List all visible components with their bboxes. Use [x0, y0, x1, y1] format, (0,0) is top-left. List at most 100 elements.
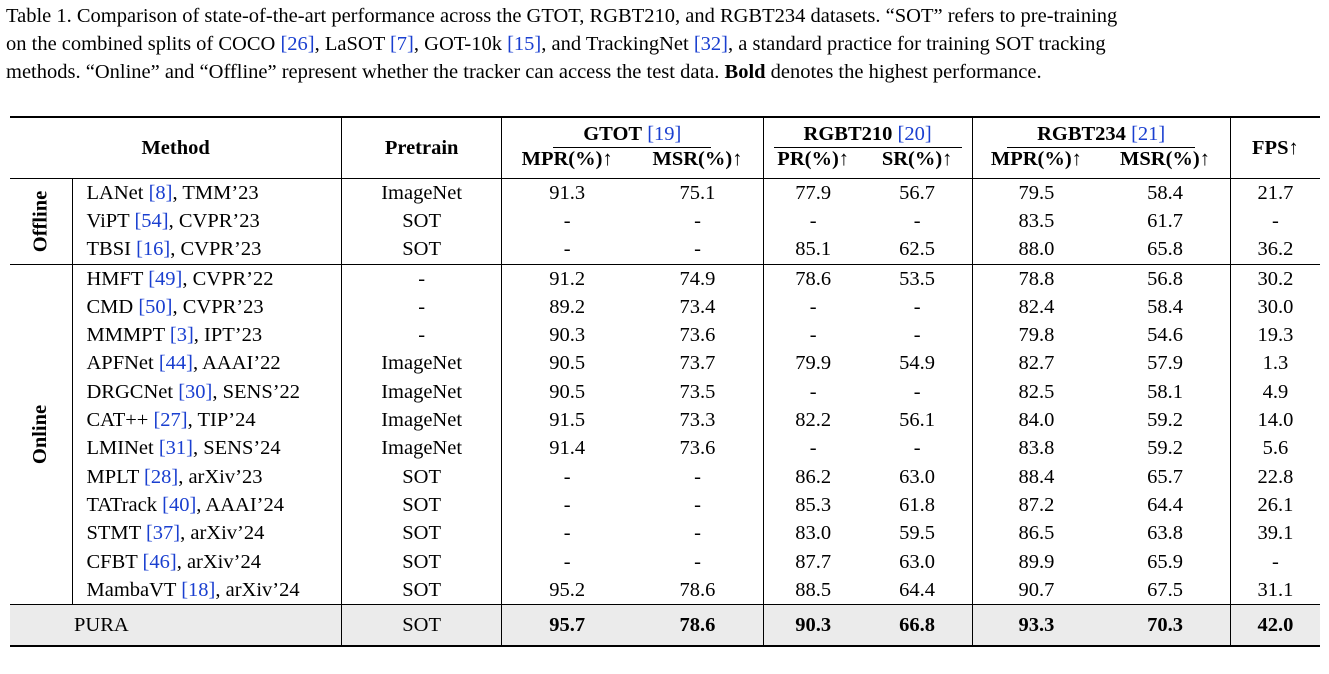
value-cell: 82.5: [1018, 380, 1055, 403]
value-cell: 14.0: [1257, 409, 1294, 432]
method-cell: ViPT [54], CVPR’23: [72, 207, 343, 236]
method-name: MPLT: [86, 465, 145, 488]
method-venue: , TMM’23: [172, 181, 259, 204]
value-cell: -: [632, 547, 764, 577]
value-cell: 58.4: [1100, 178, 1231, 208]
table-row: STMT [37], arXiv’24 SOT - -83.0 59.5 86.5 63.8…: [10, 519, 1320, 548]
header-rgbt210: RGBT210 [20]: [763, 116, 973, 148]
value-cell: 78.6: [632, 576, 764, 605]
value-cell: -: [563, 493, 571, 516]
caption-text: Table 1. Comparison of state-of-the-art …: [6, 5, 1118, 27]
caption-text: , and TrackingNet: [541, 33, 694, 55]
value-cell: 56.1: [862, 406, 973, 435]
best-value-cell: 93.3: [972, 604, 1101, 648]
citation-link[interactable]: [32]: [693, 33, 729, 55]
citation-link[interactable]: [3]: [169, 324, 194, 347]
citation-link[interactable]: [18]: [181, 578, 216, 601]
citation-link[interactable]: [40]: [162, 493, 197, 516]
pretrain-cell: SOT: [341, 576, 502, 605]
citation-link[interactable]: [20]: [897, 123, 932, 145]
citation-link[interactable]: [27]: [153, 409, 188, 432]
citation-link[interactable]: [16]: [136, 238, 171, 261]
value-cell: 73.4: [632, 293, 764, 322]
method-cell: MMMPT [3], IPT’23: [72, 321, 343, 350]
offline-label: Offline: [29, 190, 52, 253]
method-venue: , AAAI’24: [196, 493, 284, 516]
method-venue: , CVPR’23: [172, 295, 264, 318]
citation-link[interactable]: [15]: [507, 33, 542, 55]
method-name: CAT++: [86, 409, 154, 432]
value-cell: 82.7: [1018, 352, 1055, 375]
value-cell: 78.8: [972, 263, 1101, 294]
value-cell: -: [862, 207, 973, 236]
method-name: LMINet: [86, 437, 159, 460]
method-venue: , SENS’24: [192, 437, 281, 460]
value-cell: 1.3: [1262, 352, 1289, 375]
value-cell: 65.9: [1100, 547, 1231, 577]
header-rgbt210-label: RGBT210: [803, 123, 893, 145]
value-cell: 83.8: [1018, 437, 1055, 460]
value-cell: -: [632, 491, 764, 520]
method-venue: , arXiv’23: [178, 465, 263, 488]
caption-text: , a standard practice for training SOT t…: [728, 33, 1106, 55]
citation-link[interactable]: [37]: [145, 522, 181, 545]
value-cell: 75.1: [632, 178, 764, 208]
pretrain-cell: ImageNet: [341, 406, 502, 435]
value-cell: 59.2: [1100, 434, 1231, 463]
value-cell: 4.9: [1262, 380, 1289, 403]
method-venue: , arXiv’24: [180, 522, 265, 545]
header-sub: MPR(%)↑: [521, 148, 613, 170]
citation-link[interactable]: [26]: [280, 33, 315, 55]
caption-text: on the combined splits of COCO: [6, 33, 281, 55]
citation-link[interactable]: [31]: [158, 437, 193, 460]
value-cell: 36.2: [1257, 238, 1294, 261]
value-cell: 73.5: [632, 378, 764, 407]
method-name: MambaVT: [86, 578, 182, 601]
value-cell: 64.4: [1100, 491, 1231, 520]
method-name: DRGCNet: [86, 380, 179, 403]
value-cell: 95.2: [549, 578, 586, 601]
citation-link[interactable]: [46]: [142, 550, 177, 573]
citation-link[interactable]: [30]: [178, 380, 213, 403]
header-rgbt234-label: RGBT234: [1037, 123, 1126, 145]
value-cell: 73.6: [632, 321, 764, 350]
value-cell: 22.8: [1257, 465, 1294, 488]
citation-link[interactable]: [54]: [134, 209, 169, 232]
citation-link[interactable]: [21]: [1131, 123, 1166, 145]
method-name: TATrack: [86, 493, 163, 516]
method-name: TBSI: [86, 238, 137, 261]
citation-link[interactable]: [19]: [647, 123, 682, 145]
value-cell: 73.7: [632, 349, 764, 379]
header-gtot-label: GTOT: [583, 123, 643, 145]
pretrain-cell: SOT: [341, 207, 502, 236]
method-venue: , IPT’23: [193, 324, 263, 347]
value-cell: 83.0: [795, 522, 832, 545]
value-cell: 87.7: [795, 550, 832, 573]
value-cell: 59.2: [1100, 406, 1231, 435]
value-cell: -: [1271, 209, 1279, 232]
value-cell: 62.5: [862, 235, 973, 265]
value-cell: -: [632, 207, 764, 236]
best-value-cell: 78.6: [632, 604, 764, 648]
value-cell: 82.2: [795, 409, 832, 432]
citation-link[interactable]: [49]: [148, 267, 183, 290]
citation-link[interactable]: [28]: [144, 465, 179, 488]
value-cell: 73.3: [632, 406, 764, 435]
method-name: STMT: [86, 522, 146, 545]
citation-link[interactable]: [44]: [158, 352, 193, 375]
table-row: CFBT [46], arXiv’24 SOT - -87.7 63.0 89.9 65.9…: [10, 547, 1320, 577]
value-cell: 91.3: [501, 178, 633, 208]
pretrain-cell: -: [341, 321, 502, 350]
value-cell: 31.1: [1257, 578, 1294, 601]
pretrain-cell: ImageNet: [341, 349, 502, 379]
value-cell: 79.5: [972, 178, 1101, 208]
method-cell: HMFT [49], CVPR’22: [72, 263, 343, 294]
caption-line-3: methods. “Online” and “Offline” represen…: [6, 58, 1324, 86]
citation-link[interactable]: [50]: [138, 295, 173, 318]
value-cell: 78.6: [763, 263, 863, 294]
pretrain-cell: ImageNet: [341, 178, 502, 208]
citation-link[interactable]: [8]: [148, 181, 173, 204]
citation-link[interactable]: [7]: [389, 33, 414, 55]
value-cell: 87.2: [1018, 493, 1055, 516]
value-cell: 65.8: [1100, 235, 1231, 265]
